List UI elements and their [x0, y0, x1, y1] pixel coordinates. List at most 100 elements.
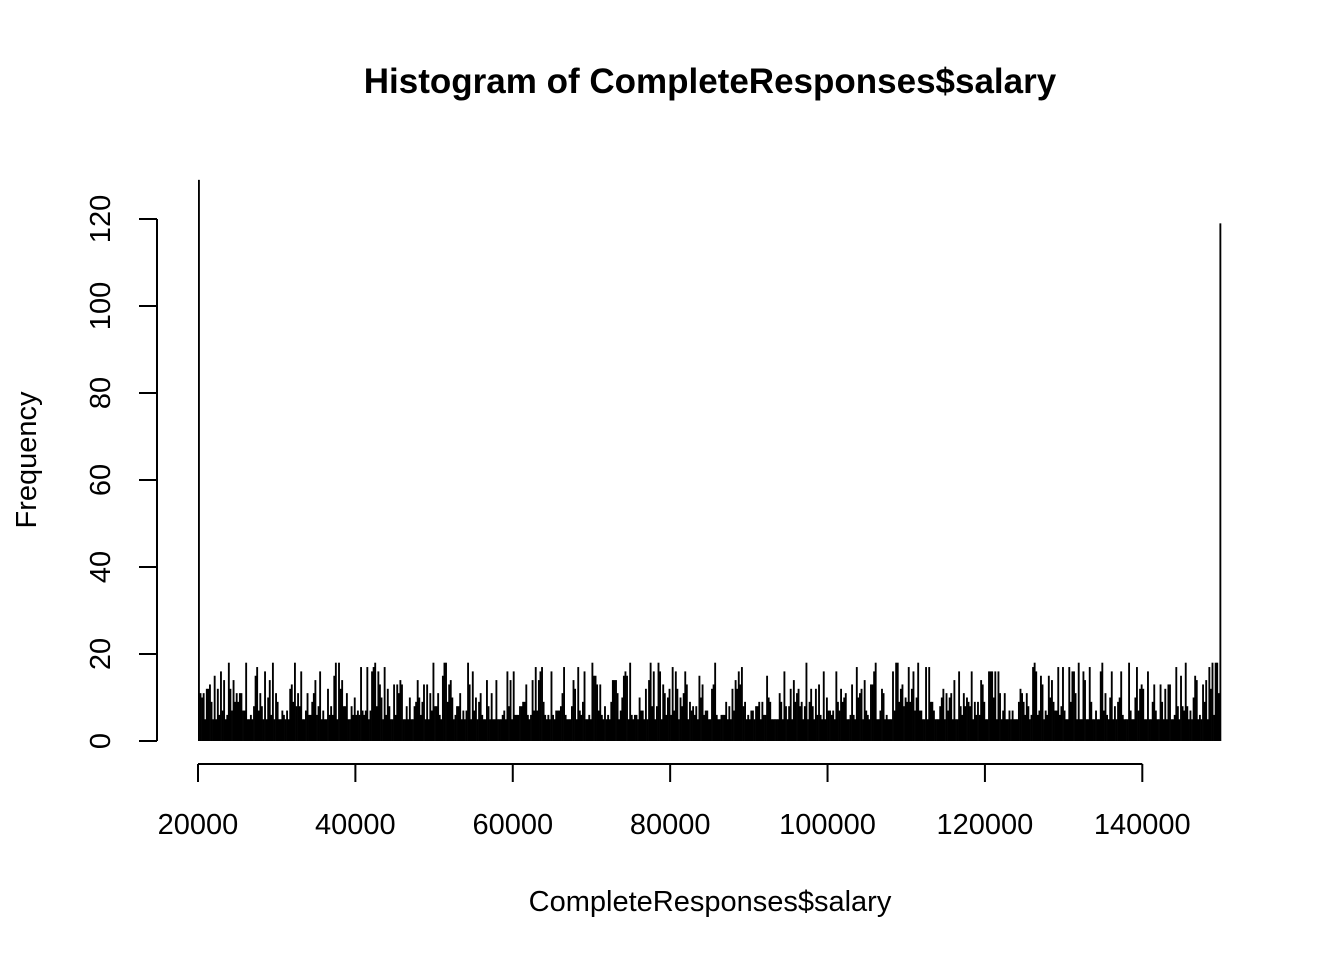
histogram-bar — [498, 719, 501, 741]
histogram-bar — [265, 719, 268, 741]
histogram-bar — [511, 719, 514, 741]
y-axis-label: Frequency — [11, 391, 43, 529]
histogram-bar — [475, 697, 477, 741]
histogram-bar — [378, 684, 381, 741]
histogram-bar — [594, 675, 597, 741]
histogram-bar — [1115, 719, 1118, 741]
histogram-bar — [300, 671, 303, 741]
histogram-bar — [467, 662, 469, 741]
histogram-bar — [1203, 701, 1206, 741]
histogram-bar — [240, 693, 243, 741]
histogram-bar — [1073, 671, 1075, 741]
histogram-bar — [1106, 714, 1108, 741]
histogram-bar — [593, 675, 595, 741]
histogram-bar — [980, 680, 983, 741]
histogram-bar — [205, 688, 208, 741]
histogram-bar — [881, 688, 883, 741]
histogram-bar — [374, 662, 377, 741]
histogram-bar — [944, 719, 946, 741]
histogram-bar — [862, 719, 865, 741]
histogram-bar — [953, 680, 956, 741]
histogram-bar — [866, 714, 869, 741]
histogram-bar — [737, 671, 740, 741]
histogram-bar — [1063, 710, 1066, 741]
histogram-bar — [268, 680, 271, 741]
histogram-bar — [1035, 671, 1038, 741]
histogram-bar — [1080, 719, 1083, 741]
histogram-bar — [747, 714, 750, 741]
histogram-bar — [835, 671, 838, 741]
histogram-bar — [907, 667, 910, 741]
histogram-bar — [1088, 667, 1091, 741]
histogram-bar — [571, 706, 573, 741]
histogram-bar — [1176, 706, 1179, 741]
histogram-bar — [1202, 684, 1204, 741]
histogram-bar — [961, 714, 964, 741]
x-tick-label: 60000 — [472, 809, 553, 841]
histogram-bar — [714, 662, 717, 741]
histogram-bar — [426, 684, 429, 741]
histogram-bar — [1143, 719, 1146, 741]
histogram-bar — [226, 714, 229, 741]
histogram-bar — [1113, 706, 1116, 741]
histogram-bar — [690, 710, 693, 741]
histogram-bar — [1129, 710, 1132, 741]
histogram-bar — [1027, 706, 1030, 741]
histogram-bar — [503, 710, 506, 741]
histogram-bar — [541, 667, 543, 741]
histogram-bar — [429, 693, 432, 741]
histogram-bar — [215, 719, 218, 741]
histogram-bar — [325, 719, 328, 741]
histogram-bar — [556, 710, 559, 741]
histogram-bar — [973, 701, 976, 741]
histogram-bar — [530, 714, 532, 741]
histogram-bar — [438, 714, 441, 741]
histogram-bar — [997, 671, 1000, 741]
histogram-bar — [740, 667, 743, 741]
histogram-bar — [851, 684, 854, 741]
histogram-bar — [243, 710, 246, 741]
histogram-bar — [843, 697, 846, 741]
histogram-bar — [659, 671, 662, 741]
histogram-bar — [723, 714, 726, 741]
histogram-bar — [430, 710, 433, 741]
x-tick-label: 140000 — [1094, 809, 1191, 841]
histogram-bar — [948, 697, 951, 741]
histogram-bar — [814, 688, 817, 741]
histogram-bar — [1077, 662, 1080, 741]
histogram-bar — [402, 719, 405, 741]
histogram-bar — [1038, 710, 1041, 741]
histogram-bar — [542, 701, 545, 741]
histogram-bar — [698, 675, 701, 741]
histogram-bar — [1022, 701, 1025, 741]
histogram-bar — [287, 719, 290, 741]
histogram-bar — [451, 697, 454, 741]
histogram-bar — [667, 697, 669, 741]
histogram-bar — [297, 693, 300, 741]
histogram-bar — [360, 667, 362, 741]
histogram-bar — [1161, 701, 1164, 741]
histogram-bar — [1172, 719, 1175, 741]
histogram-bar — [202, 693, 205, 741]
histogram-bar — [767, 697, 770, 741]
histogram-bar — [709, 719, 712, 741]
histogram-bar — [770, 719, 773, 741]
histogram-bar — [848, 719, 850, 741]
histogram-bar — [204, 719, 207, 741]
histogram-bar — [766, 675, 769, 741]
histogram-bar — [347, 719, 350, 741]
histogram-bar — [366, 667, 369, 741]
histogram-bar — [1112, 719, 1115, 741]
histogram-bar — [794, 701, 797, 741]
histogram-bar — [896, 662, 899, 741]
histogram-bar — [1180, 675, 1182, 741]
histogram-bar — [473, 710, 476, 741]
histogram-bar — [849, 714, 852, 741]
histogram-bar — [1036, 714, 1039, 741]
histogram-bar — [769, 701, 772, 741]
histogram-bar — [339, 688, 342, 741]
histogram-bar — [818, 684, 820, 741]
histogram-bar — [981, 684, 984, 741]
histogram-bar — [671, 667, 674, 741]
histogram-bar — [199, 693, 202, 741]
